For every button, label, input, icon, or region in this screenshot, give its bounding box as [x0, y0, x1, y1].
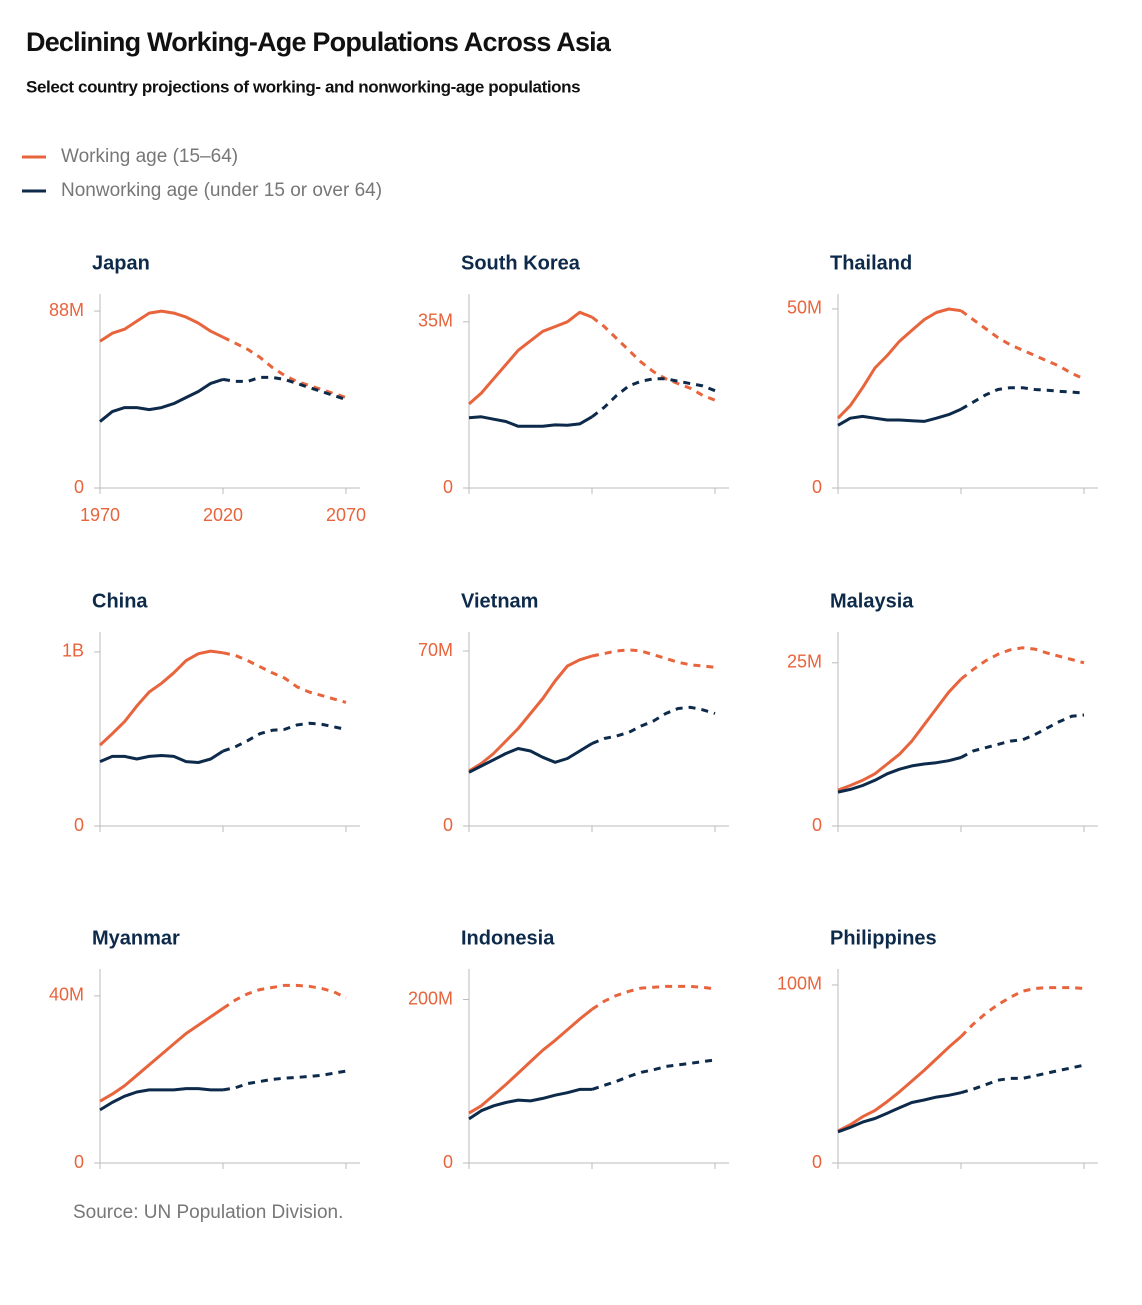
projected-line: [222, 651, 347, 704]
historical-line: [468, 310, 593, 406]
y-tick-label: 0: [812, 477, 822, 497]
legend-label: Working age (15–64): [61, 146, 238, 167]
y-tick-label: 0: [812, 815, 822, 835]
historical-line: [468, 415, 593, 428]
projected-line: [959, 986, 1085, 1038]
historical-line: [837, 1091, 962, 1134]
y-tick-label: 40M: [49, 985, 84, 1005]
legend-label: Nonworking age (under 15 or over 64): [61, 180, 382, 201]
projected-line: [960, 713, 1085, 759]
historical-line: [837, 756, 962, 794]
historical-line: [468, 1087, 592, 1121]
historical-line: [99, 1007, 224, 1103]
projected-line: [960, 1063, 1085, 1095]
chart-subtitle: Select country projections of working- a…: [26, 77, 580, 96]
y-tick-label: 0: [443, 815, 453, 835]
projected-line: [222, 375, 347, 401]
projected-line: [960, 386, 1085, 411]
projected-line: [591, 377, 716, 418]
y-tick-label: 88M: [49, 300, 84, 320]
historical-line: [468, 1008, 593, 1115]
historical-line: [837, 407, 962, 427]
historical-line: [837, 1035, 962, 1133]
panel-title: Indonesia: [461, 927, 555, 949]
y-tick-label: 0: [74, 1152, 84, 1172]
projected-line: [591, 315, 716, 402]
y-tick-label: 0: [443, 1152, 453, 1172]
historical-line: [836, 307, 962, 420]
historical-line: [837, 678, 963, 792]
panel-title: Philippines: [830, 927, 937, 949]
historical-line: [99, 377, 224, 423]
panel-title: Japan: [92, 252, 150, 274]
y-tick-label: 50M: [787, 298, 822, 318]
y-tick-label: 0: [74, 815, 84, 835]
historical-line: [99, 749, 224, 764]
historical-line: [99, 1087, 223, 1112]
y-tick-label: 0: [74, 477, 84, 497]
historical-line: [468, 742, 593, 774]
projected-line: [960, 309, 1085, 381]
projected-line: [591, 1058, 716, 1091]
y-tick-label: 35M: [418, 311, 453, 331]
projected-line: [591, 984, 716, 1011]
projected-line: [222, 983, 347, 1010]
y-tick-label: 25M: [787, 652, 822, 672]
y-tick-label: 200M: [408, 988, 453, 1008]
projected-line: [222, 1069, 347, 1092]
y-tick-label: 0: [812, 1152, 822, 1172]
projected-line: [591, 705, 716, 745]
y-tick-label: 70M: [418, 640, 453, 660]
y-tick-label: 1B: [62, 641, 84, 661]
chart-title: Declining Working-Age Populations Across…: [26, 27, 612, 57]
x-tick-label: 2070: [326, 505, 366, 525]
projected-line: [591, 648, 716, 669]
panel-title: South Korea: [461, 252, 581, 274]
y-tick-label: 100M: [777, 974, 822, 994]
panel-title: China: [92, 590, 148, 612]
panel-title: Myanmar: [92, 927, 180, 949]
panel-title: Malaysia: [830, 590, 914, 612]
historical-line: [98, 649, 224, 747]
projected-line: [222, 721, 347, 753]
historical-line: [99, 309, 224, 343]
panel-title: Thailand: [830, 252, 912, 274]
y-tick-label: 0: [443, 477, 453, 497]
panel-title: Vietnam: [461, 590, 538, 612]
x-tick-label: 1970: [80, 505, 120, 525]
source: Source: UN Population Division.: [73, 1202, 343, 1223]
projected-line: [960, 646, 1085, 681]
historical-line: [468, 654, 593, 773]
x-tick-label: 2020: [203, 505, 243, 525]
projected-line: [222, 335, 347, 399]
